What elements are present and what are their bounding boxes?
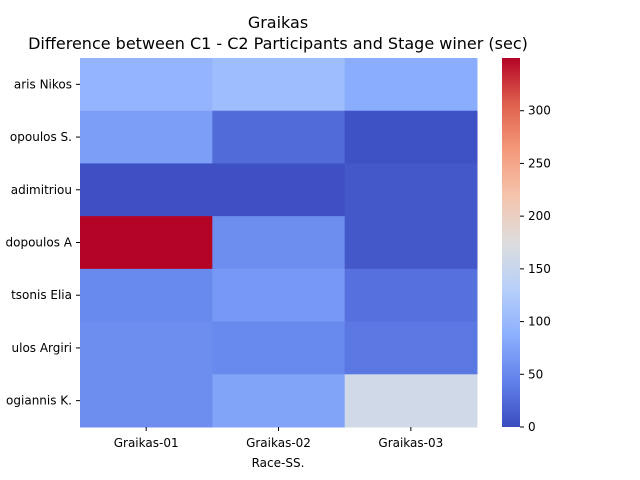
colorbar-tick-label: 0 <box>528 420 536 434</box>
heatmap-cell <box>80 374 213 428</box>
chart-title: Graikas <box>248 13 308 32</box>
y-tick-label: aris Nikos <box>14 77 72 91</box>
y-tick-label: tsonis Elia <box>11 288 72 302</box>
colorbar-gradient <box>502 58 520 427</box>
heatmap-cell <box>344 321 478 375</box>
y-tick-label: opoulos S. <box>10 130 72 144</box>
heatmap-cell <box>344 58 478 112</box>
heatmap-cell <box>212 216 346 270</box>
x-tick-label: Graikas-03 <box>378 436 443 450</box>
heatmap-cell <box>212 58 346 112</box>
x-axis-label: Race-SS. <box>252 456 305 470</box>
heatmap-cell <box>80 268 213 323</box>
y-axis: aris Nikos opoulos S. adimitriou dopoulos A… <box>6 77 80 408</box>
heatmap-cell <box>344 163 478 217</box>
heatmap-cell <box>212 268 346 323</box>
heatmap-cell <box>212 374 346 428</box>
x-axis: Graikas-01 Graikas-02 Graikas-03 <box>114 427 443 450</box>
heatmap-cell <box>212 163 346 217</box>
y-tick-label: adimitriou <box>11 183 72 197</box>
heatmap-cell <box>344 216 478 270</box>
colorbar-tick-label: 150 <box>528 262 551 276</box>
colorbar-tick-label: 200 <box>528 209 551 223</box>
heatmap-cell <box>344 374 478 428</box>
y-tick-label: ulos Argiri <box>12 341 73 355</box>
y-tick-label: ogiannis K. <box>6 394 72 408</box>
heatmap-cell <box>80 321 213 375</box>
x-tick-label: Graikas-02 <box>246 436 311 450</box>
chart-subtitle: Difference between C1 - C2 Participants … <box>28 34 528 53</box>
colorbar-tick-label: 300 <box>528 104 551 118</box>
colorbar-tick-label: 250 <box>528 156 551 170</box>
x-tick-label: Graikas-01 <box>114 436 179 450</box>
heatmap-cell <box>212 110 346 164</box>
heatmap-cell <box>344 268 478 323</box>
heatmap-cell <box>80 110 213 164</box>
heatmap-cell <box>80 163 213 217</box>
colorbar: 0 50 100 150 200 250 300 <box>502 58 551 434</box>
colorbar-tick-label: 50 <box>528 367 543 381</box>
y-tick-label: dopoulos A <box>6 236 73 250</box>
colorbar-tick-label: 100 <box>528 315 551 329</box>
heatmap-cell <box>344 110 478 164</box>
heatmap-cell <box>212 321 346 375</box>
heatmap-cell <box>80 58 213 112</box>
heatmap-cell <box>80 216 213 270</box>
heatmap-cells <box>80 58 478 428</box>
